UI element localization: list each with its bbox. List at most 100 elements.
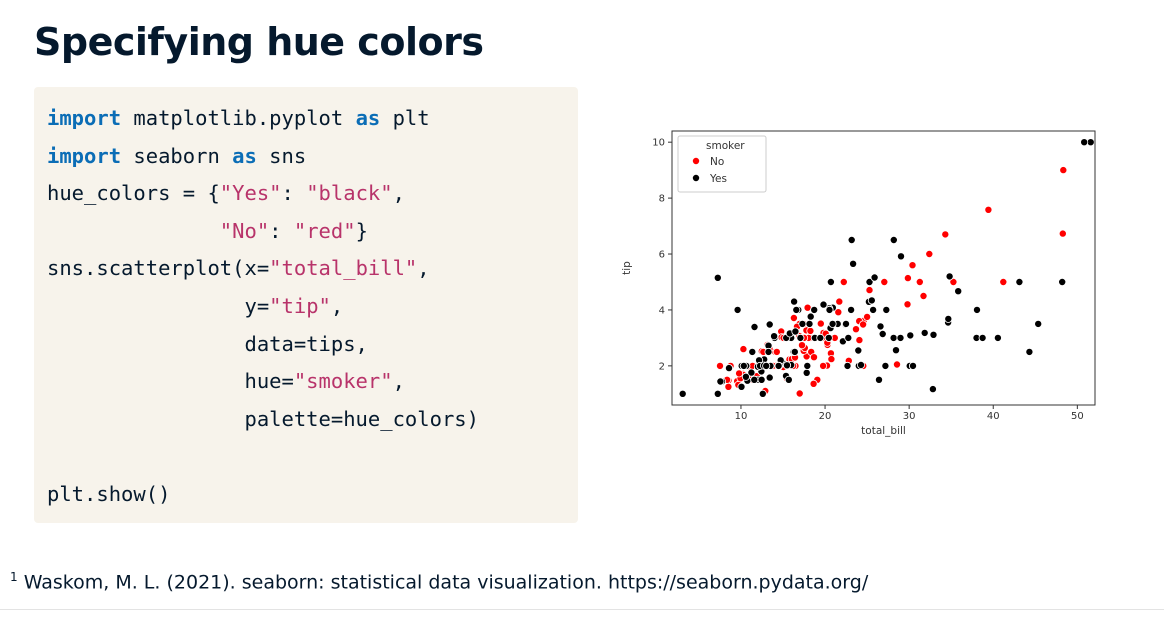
point-yes-96: [844, 333, 853, 342]
point-no-100: [863, 312, 872, 321]
code-line-3: hue_colors = {"Yes": "black",: [47, 175, 578, 213]
code-string: "tip": [269, 293, 331, 318]
code-line-9: palette=hue_colors): [47, 401, 578, 439]
point-yes-99: [748, 347, 757, 356]
point-no-91: [735, 369, 744, 378]
code-keyword: as: [355, 106, 381, 130]
point-yes-128: [798, 319, 807, 328]
point-no-11: [949, 277, 958, 286]
point-yes-135: [741, 372, 750, 381]
point-yes-88: [790, 297, 799, 306]
point-yes-36: [881, 361, 890, 370]
point-yes-62: [765, 320, 774, 329]
legend-title: smoker: [706, 140, 745, 152]
point-yes-110: [750, 375, 759, 384]
plot-frame: [671, 130, 1096, 406]
point-yes-164: [1015, 277, 1024, 286]
point-yes-68: [824, 333, 833, 342]
point-yes-167: [810, 305, 819, 314]
point-no-89: [809, 379, 818, 388]
point-no-55: [816, 319, 825, 328]
point-no-56: [1058, 229, 1067, 238]
code-block: import matplotlib.pyplot as plt import se…: [34, 87, 578, 523]
y-tick-label: 8: [659, 194, 665, 205]
x-tick-label: 10: [735, 411, 748, 422]
point-yes-34: [954, 287, 963, 296]
bottom-divider: [0, 609, 1164, 610]
code-line-11: plt.show(): [47, 476, 578, 514]
point-no-46: [839, 277, 848, 286]
point-no-17: [789, 313, 798, 322]
legend-marker-no: [692, 156, 701, 165]
legend-marker-yes: [692, 174, 701, 183]
point-no-47: [925, 250, 934, 259]
code-text: }: [355, 218, 368, 243]
point-yes-137: [1080, 138, 1089, 147]
code-string: "red": [293, 218, 356, 243]
point-no-78: [724, 382, 733, 391]
point-yes-134: [867, 296, 876, 305]
point-yes-1: [747, 368, 756, 377]
code-text: :: [269, 218, 294, 243]
point-no-109: [919, 291, 928, 300]
code-text: data=tips,: [47, 331, 368, 356]
scatter-chart: 10 20 30 40 50 2 4 6 8 10 total_bill tip smoker No Ye…: [621, 130, 1096, 437]
point-yes-126: [757, 375, 766, 384]
point-yes-56: [978, 333, 987, 342]
code-text: [47, 219, 220, 243]
code-string: "black": [306, 181, 393, 206]
point-no-77: [806, 326, 815, 335]
y-axis-label: tip: [621, 261, 633, 275]
point-yes-142: [929, 330, 938, 339]
code-keyword: as: [232, 143, 257, 168]
point-yes-32: [758, 389, 767, 398]
point-no-48: [892, 360, 901, 369]
point-yes-160: [782, 361, 791, 370]
point-yes-112: [906, 331, 915, 340]
code-line-1: import matplotlib.pyplot as plt: [47, 100, 578, 138]
point-no-86: [880, 277, 889, 286]
code-string: "No": [219, 218, 270, 243]
point-no-84: [941, 230, 950, 239]
point-yes-20: [713, 389, 722, 398]
point-no-85: [999, 277, 1008, 286]
code-line-4: "No": "red"}: [47, 213, 578, 251]
point-yes-33: [928, 385, 937, 394]
point-yes-159: [891, 346, 900, 355]
point-yes-55: [876, 322, 885, 331]
point-yes-109: [889, 333, 898, 342]
footnote-text: Waskom, M. L. (2021). seaborn: statistic…: [23, 571, 869, 594]
code-string: "smoker": [293, 369, 393, 394]
legend-label-yes: Yes: [709, 173, 727, 185]
point-no-15: [834, 308, 843, 317]
point-no-44: [908, 261, 917, 270]
point-no-95: [797, 341, 806, 350]
point-yes-154: [908, 361, 917, 370]
point-yes-108: [764, 347, 773, 356]
point-yes-147: [944, 314, 953, 323]
footnote: 1 Waskom, M. L. (2021). seaborn: statist…: [10, 570, 868, 593]
point-no-5: [865, 286, 874, 295]
slide-title: Specifying hue colors: [34, 20, 484, 64]
point-yes-121: [882, 305, 891, 314]
code-text: :: [281, 181, 307, 206]
point-yes-123: [806, 312, 815, 321]
point-yes-114: [765, 373, 774, 382]
point-yes-149: [1034, 319, 1043, 328]
point-yes-35: [896, 252, 905, 261]
x-tick-label: 30: [903, 411, 916, 422]
point-yes-140: [920, 328, 929, 337]
point-yes-161: [792, 305, 801, 314]
code-text: ,: [392, 181, 405, 206]
footnote-marker: 1: [10, 570, 18, 584]
code-line-8: hue="smoker",: [47, 363, 578, 401]
point-yes-162: [716, 377, 725, 386]
point-yes-127: [770, 332, 779, 341]
legend-box: [677, 135, 767, 193]
point-yes-28: [750, 322, 759, 331]
code-line-6: y="tip",: [47, 288, 578, 326]
code-keyword: import: [47, 143, 122, 168]
code-text: ,: [417, 256, 430, 281]
point-yes-10: [889, 236, 898, 245]
legend-label-no: No: [710, 156, 724, 168]
